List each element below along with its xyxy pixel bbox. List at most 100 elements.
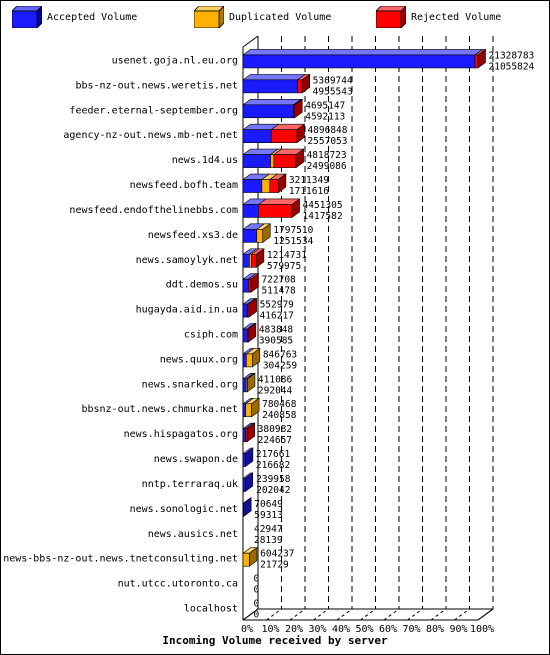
accepted-label-21: 0 xyxy=(254,585,260,596)
floor-tick-3 xyxy=(313,608,329,621)
total-label-1: 5369744 xyxy=(313,75,353,86)
bar-accepted-volume-13 xyxy=(242,378,247,393)
floor-tick-1 xyxy=(266,608,282,621)
x-tick-label-5: 50% xyxy=(355,624,373,635)
x-tick-label-2: 20% xyxy=(285,624,303,635)
y-tick-label-15: news.hispagatos.org xyxy=(124,429,238,440)
legend-swatch-accepted xyxy=(12,6,42,28)
chart-title: Incoming Volume received by server xyxy=(162,634,388,647)
x-tick-label-9: 90% xyxy=(449,624,467,635)
bar-side-2 xyxy=(294,98,303,119)
bar-duplicated-volume-4 xyxy=(270,154,275,168)
total-label-13: 411086 xyxy=(258,374,293,385)
bar-accepted-volume-2 xyxy=(242,104,294,119)
bar-rejected-volume-8 xyxy=(251,253,257,268)
accepted-label-9: 511478 xyxy=(261,286,296,297)
bar-accepted-volume-5 xyxy=(242,179,263,193)
bar-duplicated-volume-5 xyxy=(261,179,271,193)
total-label-22: 0 xyxy=(254,599,260,610)
y-tick-label-20: news-bbs-nz-out.news.tnetconsulting.net xyxy=(3,554,238,565)
floor-tick-6 xyxy=(383,608,400,621)
bar-duplicated-volume-20 xyxy=(242,552,250,567)
bar-side-16 xyxy=(245,447,254,468)
y-tick-label-17: nntp.terraraq.uk xyxy=(142,479,238,490)
y-tick-label-5: newsfeed.bofh.team xyxy=(130,180,238,191)
bar-accepted-volume-8 xyxy=(242,253,250,268)
y-tick-label-7: newsfeed.xs3.de xyxy=(148,230,238,241)
total-label-10: 552979 xyxy=(260,300,295,311)
accepted-label-14: 240858 xyxy=(262,410,297,421)
total-label-6: 4451305 xyxy=(303,200,343,211)
y-tick-label-3: agency-nz-out.news.mb-net.net xyxy=(63,130,238,141)
bar-side-10 xyxy=(248,297,257,318)
bar-duplicated-volume-12 xyxy=(246,353,253,368)
bar-top-1-0 xyxy=(242,74,307,81)
y-tick-label-9: ddt.demos.su xyxy=(166,280,238,291)
legend-label-duplicated: Duplicated Volume xyxy=(229,12,332,23)
bar-side-0 xyxy=(477,48,486,69)
total-label-21: 0 xyxy=(254,574,260,585)
legend-swatch-duplicated xyxy=(194,6,224,28)
y-tick-label-2: feeder.eternal-september.org xyxy=(69,105,238,116)
y-tick-label-18: news.sonologic.net xyxy=(130,504,238,515)
bar-duplicated-volume-7 xyxy=(256,229,264,243)
bar-accepted-volume-0 xyxy=(242,54,476,69)
accepted-label-10: 416217 xyxy=(260,311,294,322)
total-label-19: 42947 xyxy=(254,524,283,535)
bar-side-7 xyxy=(262,223,271,243)
accepted-label-13: 292044 xyxy=(258,385,293,396)
y-tick-label-1: bbs-nz-out.news.weretis.net xyxy=(75,80,238,91)
legend-label-rejected: Rejected Volume xyxy=(411,12,502,23)
bar-rejected-volume-0 xyxy=(474,54,479,69)
floor-tick-9 xyxy=(454,608,470,621)
total-label-20: 604237 xyxy=(260,549,294,560)
bar-side-20 xyxy=(249,547,258,567)
accepted-label-2: 4592113 xyxy=(305,111,345,122)
bar-accepted-volume-1 xyxy=(242,79,298,94)
top-depth-line xyxy=(242,35,259,48)
bar-rejected-volume-9 xyxy=(248,278,252,293)
floor-tick-7 xyxy=(407,608,423,621)
bar-accepted-volume-16 xyxy=(242,453,246,467)
y-tick-label-21: nut.utcc.utoronto.ca xyxy=(118,579,238,590)
accepted-label-12: 304259 xyxy=(263,360,298,371)
total-label-0: 21328783 xyxy=(489,50,535,61)
x-tick-label-4: 40% xyxy=(332,624,350,635)
bar-accepted-volume-10 xyxy=(242,303,248,318)
bar-rejected-volume-3 xyxy=(270,129,298,143)
accepted-label-0: 21055824 xyxy=(489,61,535,72)
bar-top-2-0 xyxy=(242,98,303,106)
bar-accepted-volume-6 xyxy=(242,204,259,218)
accepted-label-20: 21729 xyxy=(260,560,289,571)
bar-side-14 xyxy=(251,397,260,418)
y-tick-label-12: news.quux.org xyxy=(160,354,238,365)
y-tick-label-8: news.samoylyk.net xyxy=(136,255,238,266)
bar-accepted-volume-12 xyxy=(242,353,247,368)
y-tick-label-0: usenet.goja.nl.eu.org xyxy=(112,55,238,66)
bar-top-0-0 xyxy=(242,49,484,56)
bar-rejected-volume-5 xyxy=(269,179,279,193)
accepted-label-22: 0 xyxy=(254,610,260,621)
bar-accepted-volume-7 xyxy=(242,229,258,243)
total-label-16: 217661 xyxy=(256,449,291,460)
total-label-7: 1797510 xyxy=(273,225,313,236)
accepted-label-15: 224657 xyxy=(258,435,292,446)
bar-side-11 xyxy=(248,322,257,343)
legend-swatch-rejected xyxy=(376,6,406,28)
bar-side-18 xyxy=(243,497,252,517)
bar-duplicated-volume-14 xyxy=(245,403,252,418)
accepted-label-4: 2499086 xyxy=(307,161,347,172)
bar-side-6 xyxy=(291,198,300,219)
total-label-4: 4818723 xyxy=(307,150,347,161)
x-tick-label-10: 100% xyxy=(470,624,494,635)
bar-accepted-volume-4 xyxy=(242,154,271,168)
total-label-17: 239958 xyxy=(256,474,291,485)
bar-rejected-volume-4 xyxy=(273,154,297,168)
y-tick-label-6: newsfeed.endofthelinebbs.com xyxy=(69,205,238,216)
y-tick-label-4: news.1d4.us xyxy=(172,155,238,166)
bar-side-8 xyxy=(256,248,265,268)
legend: Accepted Volume Duplicated Volume Reject… xyxy=(0,0,550,40)
x-tick-label-6: 60% xyxy=(379,624,397,635)
accepted-label-8: 579975 xyxy=(267,261,301,272)
